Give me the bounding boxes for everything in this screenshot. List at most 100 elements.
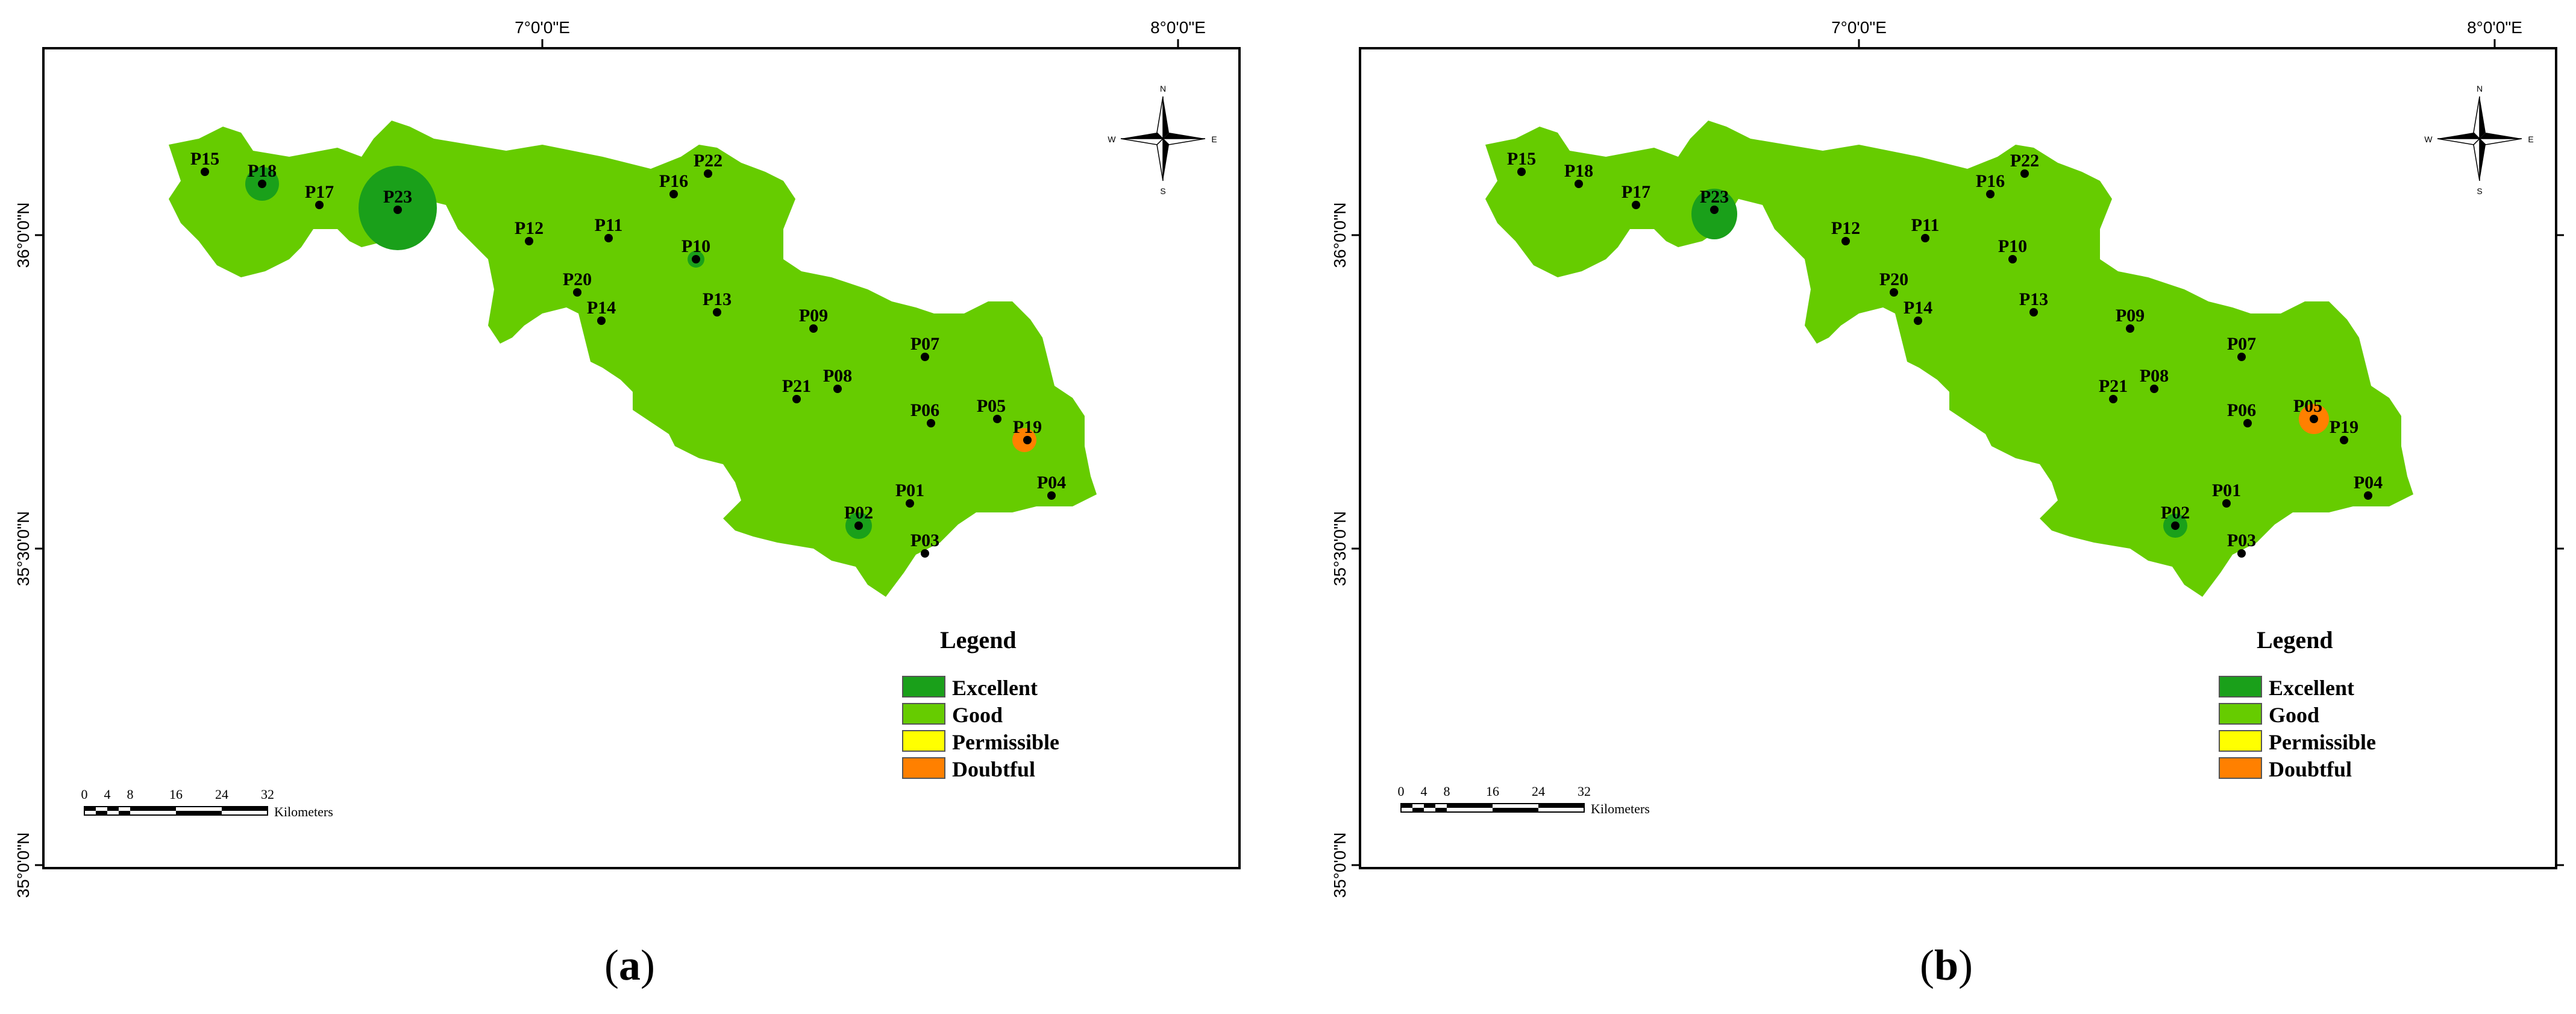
sampling-point-label: P20: [1879, 269, 1908, 289]
sampling-point-label: P06: [910, 400, 939, 420]
sampling-point-marker: [993, 415, 1001, 423]
sampling-point-label: P01: [2212, 480, 2241, 500]
sampling-point-marker: [2150, 385, 2158, 393]
sampling-point-label: P17: [1622, 182, 1650, 202]
lon-label: 8°0'0"E: [1150, 18, 1206, 37]
sampling-point-marker: [854, 521, 863, 530]
north-arrow: N S W E: [2424, 84, 2533, 196]
panel-caption: (b): [1920, 941, 1973, 989]
panel-caption: (a): [604, 941, 655, 989]
svg-text:8: 8: [127, 787, 134, 802]
svg-text:S: S: [1160, 186, 1165, 196]
sampling-point-marker: [604, 234, 613, 242]
legend-label: Good: [2269, 703, 2319, 727]
sampling-point-marker: [2126, 324, 2134, 333]
sampling-point-label: P09: [799, 306, 828, 326]
sampling-point-marker: [393, 206, 402, 214]
sampling-point-label: P03: [910, 531, 939, 550]
sampling-point-label: P10: [682, 236, 710, 256]
svg-text:Kilometers: Kilometers: [274, 804, 333, 819]
sampling-point-marker: [2008, 255, 2017, 263]
legend-swatch-good: [902, 703, 945, 725]
sampling-point-label: P13: [2019, 289, 2048, 309]
sampling-point-marker: [315, 201, 324, 209]
legend-label: Excellent: [2269, 676, 2354, 700]
sampling-point-label: P18: [1564, 161, 1593, 181]
sampling-point-label: P06: [2227, 400, 2256, 420]
legend-swatch-excellent: [902, 676, 945, 698]
sampling-point-label: P21: [782, 376, 811, 396]
sampling-point-label: P14: [1904, 298, 1932, 318]
sampling-point-marker: [906, 499, 914, 508]
sampling-point-marker: [2364, 491, 2372, 500]
sampling-point-marker: [2020, 169, 2029, 178]
sampling-point-marker: [2171, 521, 2180, 530]
sampling-point-label: P04: [1037, 473, 1066, 493]
sampling-point-marker: [2029, 308, 2038, 316]
sampling-point-label: P07: [2227, 334, 2256, 354]
sampling-point-label: P02: [844, 503, 873, 523]
sampling-points: P01 P02 P03 P04 P05 P06 P07 P08 P09 P10 P11 P12 P13 P…: [1507, 149, 2383, 558]
sampling-point-label: P10: [1998, 236, 2027, 256]
lat-label: 35°30'0"N: [1330, 511, 1349, 587]
legend-swatch-doubtful: [2219, 757, 2262, 779]
svg-text:Kilometers: Kilometers: [1591, 801, 1650, 816]
sampling-point-label: P13: [703, 289, 732, 309]
sampling-point-marker: [833, 385, 842, 393]
sampling-point-label: P01: [895, 480, 924, 500]
sampling-point-marker: [704, 169, 712, 178]
sampling-point-label: P14: [587, 298, 616, 318]
sampling-point-label: P02: [2161, 503, 2190, 523]
sampling-point-marker: [597, 316, 606, 325]
svg-text:4: 4: [1421, 784, 1427, 799]
sampling-point-label: P12: [515, 218, 544, 238]
sampling-point-label: P07: [910, 334, 939, 354]
sampling-point-label: P05: [2293, 396, 2322, 416]
sampling-point-label: P16: [659, 171, 688, 191]
svg-text:N: N: [2477, 84, 2483, 93]
sampling-point-marker: [1575, 180, 1583, 188]
sampling-point-marker: [1047, 491, 1056, 500]
svg-text:16: 16: [169, 787, 183, 802]
sampling-point-label: P22: [2010, 151, 2039, 171]
sampling-point-label: P04: [2354, 473, 2383, 493]
map-panel-a: 7°0'0"E 8°0'0"E 36°0'0"N 35°30'0"N 35°0'…: [14, 18, 1241, 989]
legend-label: Excellent: [952, 676, 1038, 700]
svg-text:S: S: [2477, 186, 2482, 196]
lon-label: 7°0'0"E: [1831, 18, 1887, 37]
sampling-point-label: P12: [1831, 218, 1860, 238]
sampling-point-marker: [525, 237, 533, 245]
legend-label: Permissible: [2269, 730, 2376, 754]
legend-swatch-permissible: [902, 730, 945, 752]
svg-text:8: 8: [1444, 784, 1450, 799]
sampling-point-marker: [2243, 419, 2252, 427]
sampling-point-marker: [1023, 436, 1032, 444]
sampling-point-marker: [809, 324, 818, 333]
sampling-point-marker: [201, 168, 209, 176]
legend-label: Permissible: [952, 730, 1059, 754]
lat-label: 36°0'0"N: [1330, 203, 1349, 268]
sampling-point-marker: [1914, 316, 1922, 325]
lat-label: 35°0'0"N: [14, 833, 33, 898]
sampling-point-label: P08: [2140, 366, 2169, 386]
sampling-point-label: P21: [2099, 376, 2128, 396]
sampling-point-label: P23: [383, 187, 412, 207]
legend-label: Doubtful: [952, 757, 1035, 781]
sampling-point-label: P11: [595, 215, 623, 235]
lat-label: 36°0'0"N: [14, 203, 33, 268]
legend-title: Legend: [940, 626, 1017, 653]
legend-label: Doubtful: [2269, 757, 2352, 781]
sampling-point-marker: [1632, 201, 1640, 209]
svg-text:16: 16: [1486, 784, 1499, 799]
sampling-point-marker: [258, 180, 266, 188]
sampling-point-label: P20: [563, 269, 592, 289]
sampling-point-marker: [1517, 168, 1526, 176]
svg-text:24: 24: [1532, 784, 1545, 799]
lon-label: 7°0'0"E: [515, 18, 570, 37]
sampling-point-label: P05: [977, 396, 1006, 416]
sampling-point-marker: [927, 419, 935, 427]
sampling-point-label: P15: [190, 149, 219, 169]
sampling-point-marker: [2237, 549, 2246, 558]
sampling-point-marker: [1921, 234, 1929, 242]
